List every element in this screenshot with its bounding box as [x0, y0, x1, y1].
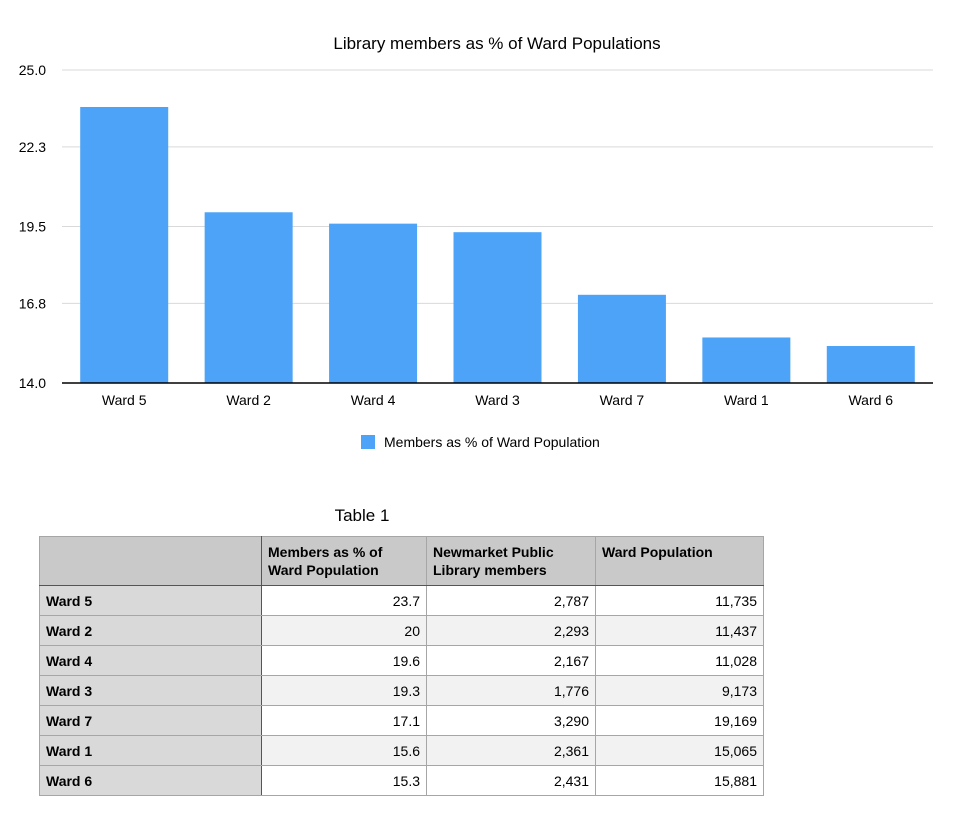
table-header-population: Ward Population — [595, 536, 764, 586]
table-row: Ward 3 19.3 1,776 9,173 — [39, 675, 764, 706]
row-label: Ward 2 — [39, 615, 262, 646]
bar-ward-5 — [80, 106, 169, 383]
y-axis-ticks: 25.0 22.3 19.5 16.8 14.0 — [19, 62, 46, 391]
data-table: Members as % of Ward Population Newmarke… — [39, 536, 764, 796]
x-tick-label: Ward 3 — [475, 392, 520, 408]
cell-pct: 23.7 — [261, 585, 427, 616]
cell-population: 15,065 — [595, 735, 764, 766]
cell-members: 2,787 — [426, 585, 596, 616]
x-tick-label: Ward 5 — [102, 392, 147, 408]
x-tick-label: Ward 1 — [724, 392, 769, 408]
x-tick-label: Ward 4 — [351, 392, 396, 408]
table-header-corner — [39, 536, 262, 586]
chart-title: Library members as % of Ward Populations — [333, 34, 660, 53]
row-label: Ward 5 — [39, 585, 262, 616]
table-row: Ward 7 17.1 3,290 19,169 — [39, 705, 764, 736]
cell-members: 2,361 — [426, 735, 596, 766]
x-axis-ticks: Ward 5 Ward 2 Ward 4 Ward 3 Ward 7 Ward 1 Ward… — [102, 392, 893, 408]
cell-members: 2,167 — [426, 645, 596, 676]
table-row: Ward 5 23.7 2,787 11,735 — [39, 585, 764, 616]
cell-members: 3,290 — [426, 705, 596, 736]
bar-ward-7 — [577, 294, 666, 383]
row-label: Ward 7 — [39, 705, 262, 736]
cell-population: 15,881 — [595, 765, 764, 796]
cell-members: 2,293 — [426, 615, 596, 646]
cell-population: 19,169 — [595, 705, 764, 736]
cell-population: 11,437 — [595, 615, 764, 646]
y-tick-label: 25.0 — [19, 62, 46, 78]
row-label: Ward 4 — [39, 645, 262, 676]
table-caption-text: Table 1 — [334, 506, 390, 525]
bar-ward-1 — [702, 337, 791, 383]
cell-members: 2,431 — [426, 765, 596, 796]
bar-ward-4 — [329, 223, 418, 383]
y-tick-label: 22.3 — [19, 139, 46, 155]
bars — [80, 106, 915, 383]
legend-swatch — [361, 435, 375, 449]
cell-population: 11,028 — [595, 645, 764, 676]
cell-pct: 17.1 — [261, 705, 427, 736]
legend: Members as % of Ward Population — [361, 434, 600, 450]
table-header-row: Members as % of Ward Population Newmarke… — [39, 536, 764, 586]
bar-ward-2 — [204, 212, 293, 383]
table-row: Ward 6 15.3 2,431 15,881 — [39, 765, 764, 796]
cell-members: 1,776 — [426, 675, 596, 706]
cell-pct: 19.6 — [261, 645, 427, 676]
y-tick-label: 14.0 — [19, 375, 46, 391]
x-tick-label: Ward 2 — [226, 392, 271, 408]
row-label: Ward 1 — [39, 735, 262, 766]
x-tick-label: Ward 6 — [848, 392, 893, 408]
row-label: Ward 3 — [39, 675, 262, 706]
bar-ward-3 — [453, 232, 542, 383]
table-row: Ward 4 19.6 2,167 11,028 — [39, 645, 764, 676]
row-label: Ward 6 — [39, 765, 262, 796]
cell-pct: 15.6 — [261, 735, 427, 766]
table-caption: Table 1 — [40, 506, 762, 526]
bar-chart: Library members as % of Ward Populations… — [19, 34, 933, 450]
cell-pct: 15.3 — [261, 765, 427, 796]
cell-pct: 20 — [261, 615, 427, 646]
table-row: Ward 2 20 2,293 11,437 — [39, 615, 764, 646]
table-header-members: Newmarket Public Library members — [426, 536, 596, 586]
cell-population: 9,173 — [595, 675, 764, 706]
legend-label: Members as % of Ward Population — [384, 434, 600, 450]
cell-population: 11,735 — [595, 585, 764, 616]
cell-pct: 19.3 — [261, 675, 427, 706]
y-tick-label: 19.5 — [19, 219, 46, 235]
bar-ward-6 — [826, 346, 915, 383]
x-tick-label: Ward 7 — [600, 392, 645, 408]
table-row: Ward 1 15.6 2,361 15,065 — [39, 735, 764, 766]
y-tick-label: 16.8 — [19, 295, 46, 311]
table-header-pct: Members as % of Ward Population — [261, 536, 427, 586]
